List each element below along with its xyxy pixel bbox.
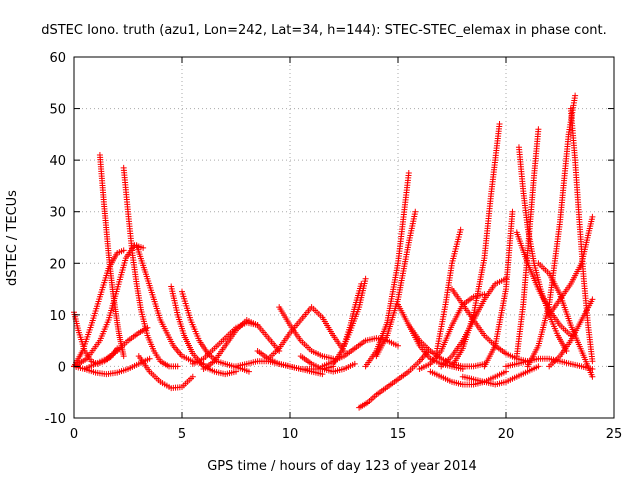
series-group bbox=[449, 286, 531, 365]
data-point bbox=[351, 360, 358, 367]
series-group bbox=[362, 170, 412, 370]
series-group bbox=[120, 164, 181, 370]
series-group bbox=[449, 121, 503, 370]
data-point bbox=[589, 373, 596, 380]
series-group bbox=[135, 353, 196, 392]
series-group bbox=[405, 322, 488, 370]
data-point bbox=[457, 226, 464, 233]
y-tick-label: 20 bbox=[49, 257, 66, 272]
series-group bbox=[341, 280, 365, 349]
y-tick-label: 50 bbox=[49, 103, 66, 118]
series-group bbox=[276, 304, 337, 362]
data-point bbox=[362, 275, 369, 282]
series-group bbox=[513, 126, 542, 360]
series-group bbox=[546, 213, 596, 318]
data-point bbox=[140, 244, 147, 251]
data-point bbox=[189, 373, 196, 380]
x-tick-label: 20 bbox=[498, 427, 515, 442]
y-tick-label: -10 bbox=[45, 412, 66, 427]
data-point bbox=[535, 126, 542, 133]
x-tick-label: 0 bbox=[70, 427, 78, 442]
data-point bbox=[535, 363, 542, 370]
series-group bbox=[297, 353, 358, 375]
y-tick-label: 0 bbox=[58, 360, 66, 375]
y-tick-label: 40 bbox=[49, 154, 66, 169]
data-point bbox=[412, 208, 419, 215]
x-tick-label: 5 bbox=[178, 427, 186, 442]
data-point bbox=[146, 355, 153, 362]
y-axis-label: dSTEC / TECUs bbox=[5, 190, 20, 286]
y-tick-label: 10 bbox=[49, 309, 66, 324]
series-group bbox=[71, 247, 127, 370]
series-group bbox=[356, 347, 432, 411]
data-point bbox=[174, 363, 181, 370]
data-point bbox=[319, 371, 326, 378]
ticks: 0 5 10 15 20 25 -10 0 10 20 30 40 50 60 bbox=[45, 51, 623, 442]
series-group bbox=[254, 347, 337, 373]
y-tick-label: 30 bbox=[49, 206, 66, 221]
series-group bbox=[535, 260, 596, 380]
series-group bbox=[459, 363, 542, 388]
x-tick-label: 25 bbox=[606, 427, 623, 442]
data-point bbox=[589, 366, 596, 373]
data-point bbox=[589, 296, 596, 303]
x-axis-label: GPS time / hours of day 123 of year 2014 bbox=[207, 459, 477, 474]
y-tick-label: 60 bbox=[49, 51, 66, 66]
plot-frame bbox=[73, 56, 615, 419]
data-point bbox=[503, 368, 509, 375]
data-point bbox=[481, 291, 488, 298]
data-point bbox=[589, 358, 596, 365]
x-tick-label: 15 bbox=[390, 427, 407, 442]
x-tick-label: 10 bbox=[282, 427, 299, 442]
data-point bbox=[395, 342, 401, 349]
data-layer bbox=[71, 92, 596, 411]
series-group bbox=[71, 355, 153, 378]
chart-title: dSTEC Iono. truth (azu1, Lon=242, Lat=34… bbox=[41, 23, 607, 38]
data-point bbox=[572, 92, 579, 99]
series-group bbox=[524, 92, 579, 370]
series-group bbox=[133, 242, 207, 367]
series-group bbox=[433, 226, 464, 354]
data-point bbox=[509, 208, 516, 215]
series-group bbox=[546, 296, 596, 370]
data-point bbox=[245, 368, 252, 375]
series-group bbox=[481, 208, 516, 370]
series-group bbox=[373, 208, 419, 360]
data-point bbox=[405, 170, 412, 177]
data-point bbox=[358, 280, 365, 287]
data-point bbox=[120, 247, 127, 254]
data-point bbox=[120, 353, 127, 360]
series-group bbox=[200, 317, 283, 373]
data-point bbox=[589, 213, 596, 220]
data-point bbox=[496, 121, 503, 128]
